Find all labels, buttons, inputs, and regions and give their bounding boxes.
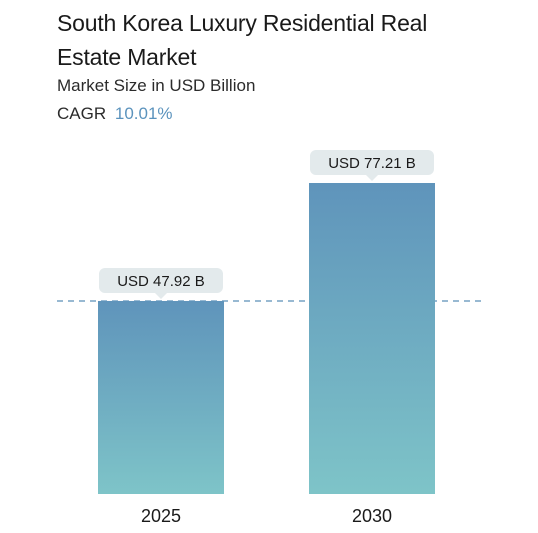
chart-subtitle: Market Size in USD Billion [57,76,256,95]
chart-title: South Korea Luxury Residential Real Esta… [57,10,428,70]
cagr-label: CAGR [57,104,107,123]
data-label-box [310,150,434,175]
cagr-value: 10.01% [114,104,173,123]
data-label-text: USD 77.21 B [328,155,416,172]
cagr-line: CAGR 10.01% [57,102,173,126]
data-label-2025: USD 47.92 B [99,267,223,299]
bar-2025 [98,300,224,494]
data-label-2030: USD 77.21 B [310,150,434,181]
data-label-box [99,267,223,293]
data-label-pointer [155,292,167,299]
x-tick-label-2025: 2025 [141,506,181,526]
data-label-text: USD 47.92 B [117,273,205,290]
data-label-pointer [366,175,378,181]
bar-2030 [309,183,435,494]
x-tick-label-2030: 2030 [352,506,392,526]
